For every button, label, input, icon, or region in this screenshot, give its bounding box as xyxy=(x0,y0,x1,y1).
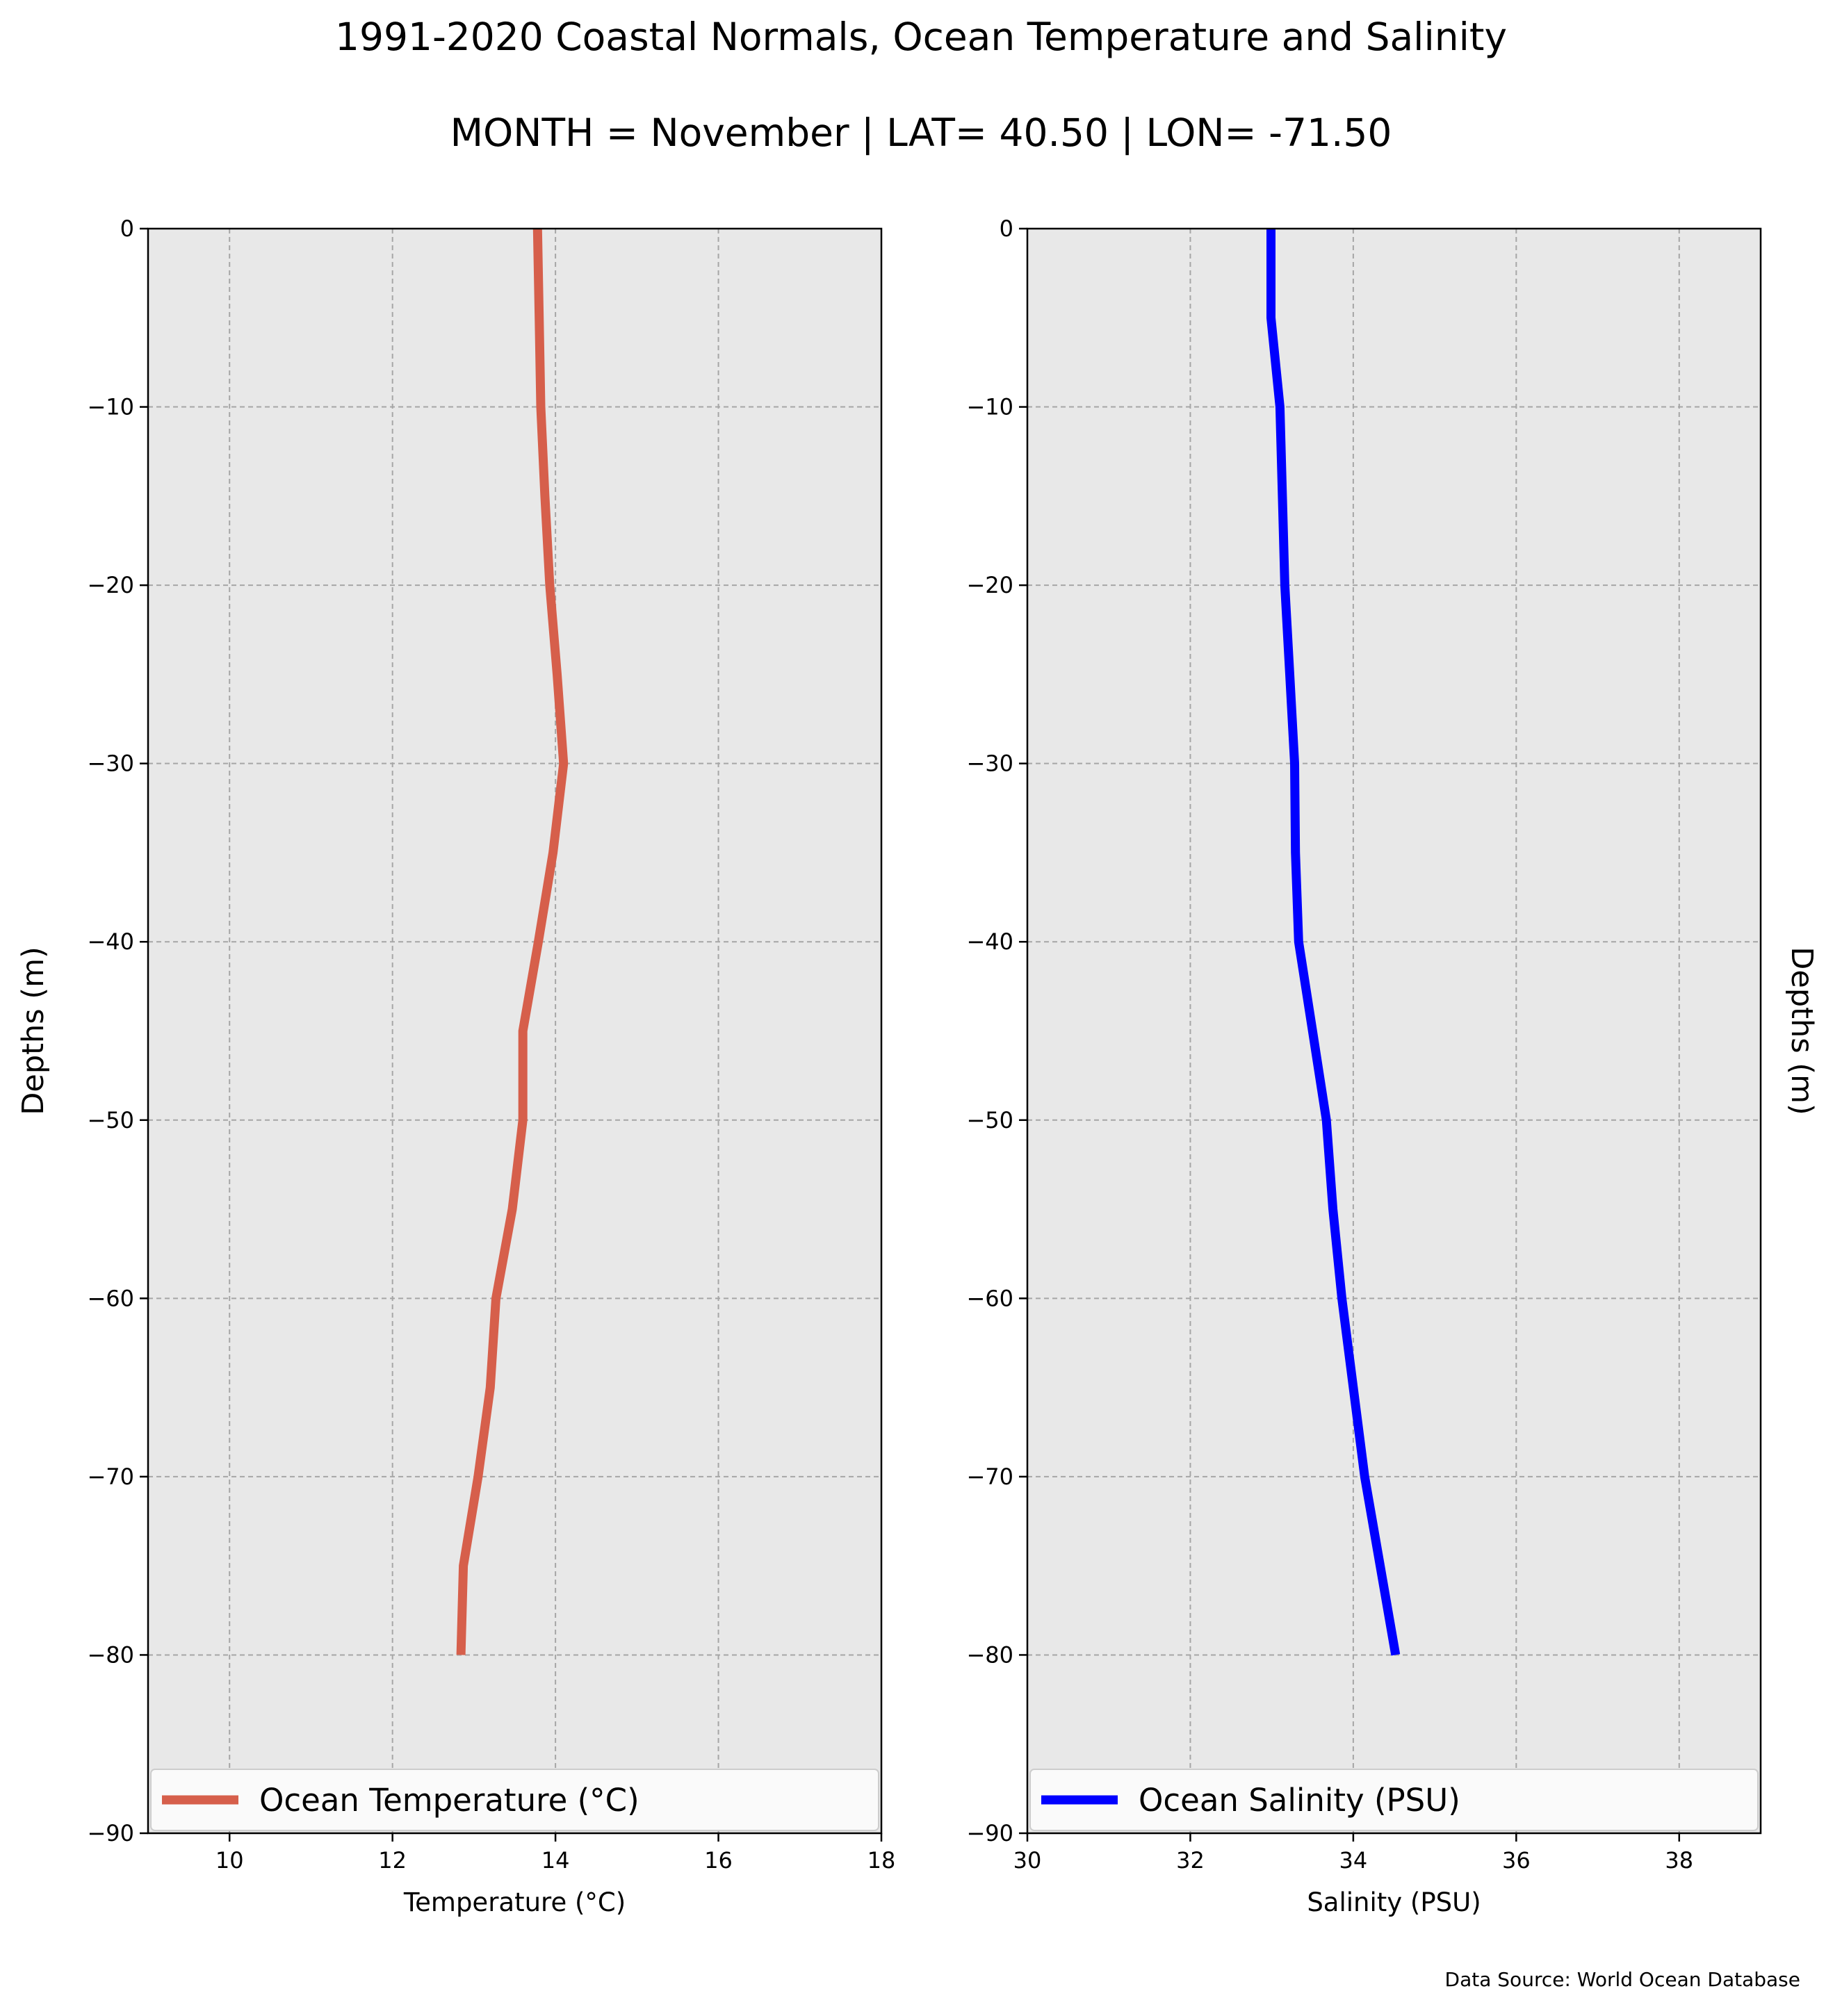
figure-title: 1991-2020 Coastal Normals, Ocean Tempera… xyxy=(335,15,1507,59)
x-tick-label: 12 xyxy=(378,1847,407,1874)
plot-background xyxy=(148,229,881,1833)
y-tick-label: −80 xyxy=(87,1641,134,1668)
figure-subtitle: MONTH = November | LAT= 40.50 | LON= -71… xyxy=(450,110,1392,156)
legend-label: Ocean Salinity (PSU) xyxy=(1139,1782,1460,1819)
x-tick-label: 18 xyxy=(867,1847,896,1874)
y-tick-label: −20 xyxy=(966,572,1013,598)
y-tick-label: −50 xyxy=(87,1107,134,1133)
panel-1: Ocean Temperature (°C) 10 12 14 16 18 0 −10 −20 −… xyxy=(16,215,895,1917)
y-tick-label: −90 xyxy=(966,1820,1013,1846)
plot-background xyxy=(1027,229,1761,1833)
legend: Ocean Temperature (°C) xyxy=(150,1769,879,1831)
series-line-1 xyxy=(456,228,569,1655)
y-tick-label: −30 xyxy=(966,751,1013,777)
panel-2: Ocean Salinity (PSU) 30 32 34 36 38 0 −10 −20 −30… xyxy=(966,215,1819,1917)
series-line-1 xyxy=(1266,229,1401,1656)
x-tick-label: 16 xyxy=(704,1847,733,1874)
y-axis-label: Depths (m) xyxy=(16,946,51,1115)
x-tick-label: 36 xyxy=(1502,1847,1531,1874)
y-tick-label: −70 xyxy=(966,1464,1013,1490)
x-tick-label: 30 xyxy=(1013,1847,1042,1874)
y-tick-label: −60 xyxy=(966,1285,1013,1311)
x-tick-label: 34 xyxy=(1339,1847,1368,1874)
y-tick-label: 0 xyxy=(120,215,134,242)
y-tick-label: −10 xyxy=(966,394,1013,420)
axes-frame xyxy=(1026,227,1762,1835)
y-tick-label: −40 xyxy=(87,928,134,955)
legend-label: Ocean Temperature (°C) xyxy=(259,1782,639,1819)
data-source-note: Data Source: World Ocean Database xyxy=(1445,1968,1800,1991)
legend: Ocean Salinity (PSU) xyxy=(1029,1769,1759,1831)
y-tick-label: −60 xyxy=(87,1285,134,1311)
x-axis-label: Temperature (°C) xyxy=(403,1887,626,1917)
axes-frame xyxy=(147,227,883,1835)
x-tick-label: 14 xyxy=(541,1847,570,1874)
y-tick-label: −20 xyxy=(87,572,134,598)
legend-box xyxy=(1029,1769,1759,1831)
y-tick-label: −70 xyxy=(87,1464,134,1490)
y-axis-label: Depths (m) xyxy=(1784,946,1819,1115)
legend-box xyxy=(150,1769,879,1831)
chart-panels: Ocean Temperature (°C) 10 12 14 16 18 0 −10 −20 −… xyxy=(16,215,1819,1917)
x-axis-label: Salinity (PSU) xyxy=(1307,1887,1481,1917)
y-tick-label: −40 xyxy=(966,928,1013,955)
x-tick-label: 10 xyxy=(215,1847,244,1874)
x-tick-label: 32 xyxy=(1176,1847,1205,1874)
y-tick-label: −80 xyxy=(966,1641,1013,1668)
y-tick-label: 0 xyxy=(1000,215,1013,242)
y-tick-label: −50 xyxy=(966,1107,1013,1133)
y-tick-label: −30 xyxy=(87,751,134,777)
y-tick-label: −10 xyxy=(87,394,134,420)
x-tick-label: 38 xyxy=(1665,1847,1693,1874)
y-tick-label: −90 xyxy=(87,1820,134,1846)
